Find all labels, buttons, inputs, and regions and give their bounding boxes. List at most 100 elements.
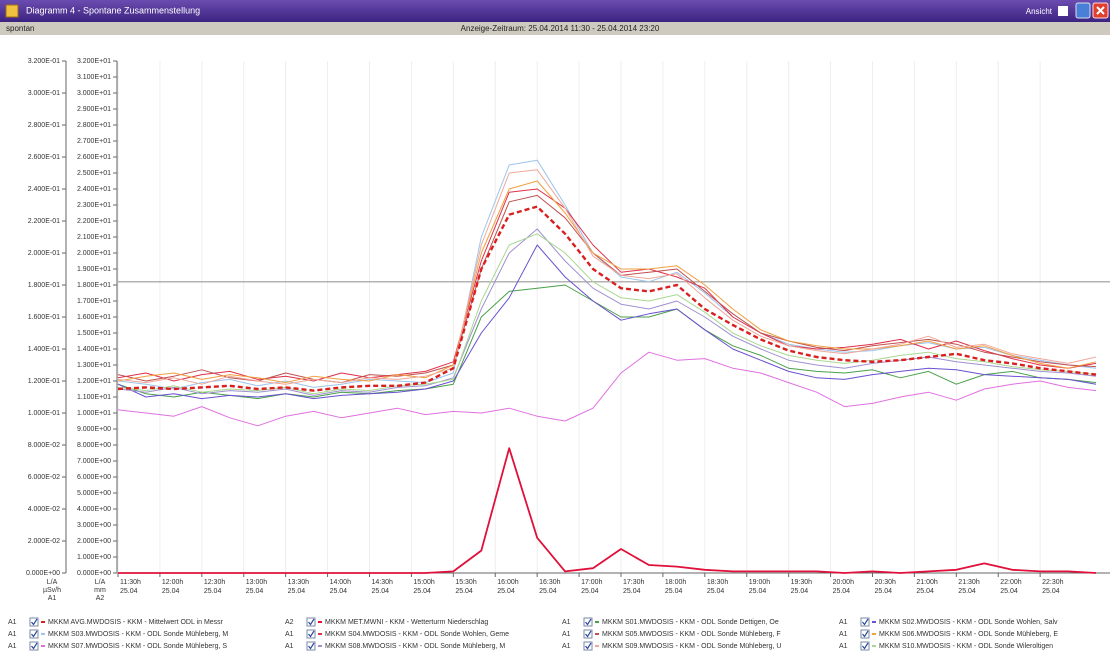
legend-check <box>308 630 315 638</box>
legend-axis: A1 <box>562 619 571 626</box>
legend-label: MKKM S03.MWDOSIS - KKM - ODL Sonde Mühle… <box>48 631 228 638</box>
x-tick-label: 22:00h <box>1000 579 1022 586</box>
y-tick-label: 6.000E-02 <box>28 474 60 481</box>
legend-checkbox[interactable] <box>306 629 316 639</box>
x-tick-date: 25.04 <box>371 588 389 595</box>
y2-tick-label: 1.000E+01 <box>77 410 111 417</box>
legend-checkbox[interactable] <box>860 617 870 627</box>
legend-checkbox[interactable] <box>860 641 870 651</box>
legend-axis: A1 <box>285 643 294 650</box>
series-line <box>117 228 1097 396</box>
legend-check <box>862 642 869 650</box>
title-bar <box>0 0 1110 22</box>
x-tick-date: 25.04 <box>246 588 264 595</box>
legend-axis: A2 <box>285 619 294 626</box>
legend-label: MKKM S06.MWDOSIS - KKM - ODL Sonde Mühle… <box>879 631 1058 638</box>
x-tick-label: 18:00h <box>665 579 687 586</box>
x-tick-date: 25.04 <box>581 588 599 595</box>
y-tick-label: 8.000E-02 <box>28 442 60 449</box>
legend-checkbox[interactable] <box>29 617 39 627</box>
legend-checkbox[interactable] <box>29 629 39 639</box>
x-tick-label: 17:30h <box>623 579 645 586</box>
x-tick-label: 21:30h <box>958 579 980 586</box>
x-tick-label: 22:30h <box>1042 579 1064 586</box>
legend-label: MKKM S04.MWDOSIS - KKM - ODL Sonde Wohle… <box>325 631 509 638</box>
legend-axis: A1 <box>839 643 848 650</box>
y2-tick-label: 1.600E+01 <box>77 314 111 321</box>
legend-checkbox[interactable] <box>583 629 593 639</box>
legend-checkbox[interactable] <box>583 641 593 651</box>
help-button[interactable] <box>1075 2 1091 19</box>
legend-axis: A1 <box>285 631 294 638</box>
y2-tick-label: 1.000E+00 <box>77 554 111 561</box>
legend-check <box>31 642 38 650</box>
y2-tick-label: 5.000E+00 <box>77 490 111 497</box>
y2-tick-label: 1.800E+01 <box>77 282 111 289</box>
legend-checkbox[interactable] <box>306 641 316 651</box>
y2-tick-label: 1.200E+01 <box>77 378 111 385</box>
legend-check <box>308 642 315 650</box>
y2-axis-label: A2 <box>96 595 105 602</box>
x-tick-date: 25.04 <box>162 588 180 595</box>
y-tick-label: 1.400E-01 <box>28 346 60 353</box>
x-tick-date: 25.04 <box>958 588 976 595</box>
x-tick-label: 13:00h <box>246 579 268 586</box>
y-tick-label: 4.000E-02 <box>28 506 60 513</box>
x-tick-date: 25.04 <box>455 588 473 595</box>
x-tick-date: 25.04 <box>1042 588 1060 595</box>
close-icon <box>1096 6 1105 15</box>
x-tick-label: 14:30h <box>371 579 393 586</box>
legend: A1 MKKM AVG.MWDOSIS - KKM - Mittelwert OD… <box>8 617 1058 651</box>
y-tick-label: 0.000E+00 <box>26 570 60 577</box>
legend-check <box>862 630 869 638</box>
y2-tick-label: 2.500E+01 <box>77 170 111 177</box>
legend-checkbox[interactable] <box>306 617 316 627</box>
y2-tick-label: 6.000E+00 <box>77 474 111 481</box>
y-axis-label: L/A <box>47 579 58 586</box>
y2-tick-label: 3.000E+01 <box>77 90 111 97</box>
legend-check <box>585 618 592 626</box>
y-axis-label: µSv/h <box>43 587 61 594</box>
legend-label: MKKM S05.MWDOSIS - KKM - ODL Sonde Mühle… <box>602 631 781 638</box>
y2-tick-label: 4.000E+00 <box>77 506 111 513</box>
series-line <box>117 351 1097 427</box>
view-toggle[interactable] <box>1058 6 1068 16</box>
view-label[interactable]: Ansicht <box>1026 7 1053 16</box>
x-tick-date: 25.04 <box>330 588 348 595</box>
y2-tick-label: 8.000E+00 <box>77 442 111 449</box>
x-tick-label: 13:30h <box>288 579 310 586</box>
legend-label: MKKM S08.MWDOSIS - KKM - ODL Sonde Mühle… <box>325 643 505 650</box>
x-tick-label: 11:30h <box>120 579 141 586</box>
y2-tick-label: 1.100E+01 <box>77 394 111 401</box>
legend-axis: A1 <box>8 643 17 650</box>
x-tick-date: 25.04 <box>497 588 515 595</box>
x-tick-label: 21:00h <box>916 579 938 586</box>
legend-checkbox[interactable] <box>860 629 870 639</box>
legend-axis: A1 <box>839 619 848 626</box>
y2-tick-label: 1.700E+01 <box>77 298 111 305</box>
x-tick-label: 20:30h <box>874 579 896 586</box>
legend-checkbox[interactable] <box>583 617 593 627</box>
view-name: spontan <box>6 24 34 33</box>
y2-tick-label: 3.100E+01 <box>77 74 111 81</box>
y2-tick-label: 2.000E+01 <box>77 250 111 257</box>
x-tick-date: 25.04 <box>916 588 934 595</box>
y2-tick-label: 2.800E+01 <box>77 122 111 129</box>
y2-axis-label: mm <box>94 587 106 594</box>
x-tick-date: 25.04 <box>707 588 725 595</box>
series-line <box>117 205 1097 392</box>
x-tick-date: 25.04 <box>288 588 306 595</box>
x-tick-date: 25.04 <box>833 588 851 595</box>
legend-label: MKKM S02.MWDOSIS - KKM - ODL Sonde Wohle… <box>879 619 1058 626</box>
legend-check <box>308 618 315 626</box>
y2-tick-label: 1.500E+01 <box>77 330 111 337</box>
y2-tick-label: 1.300E+01 <box>77 362 111 369</box>
legend-check <box>585 630 592 638</box>
legend-checkbox[interactable] <box>29 641 39 651</box>
x-tick-label: 16:30h <box>539 579 561 586</box>
y-axis-label: A1 <box>48 595 57 602</box>
legend-label: MKKM S07.MWDOSIS - KKM - ODL Sonde Mühle… <box>48 643 227 650</box>
x-tick-date: 25.04 <box>539 588 557 595</box>
x-tick-date: 25.04 <box>1000 588 1018 595</box>
